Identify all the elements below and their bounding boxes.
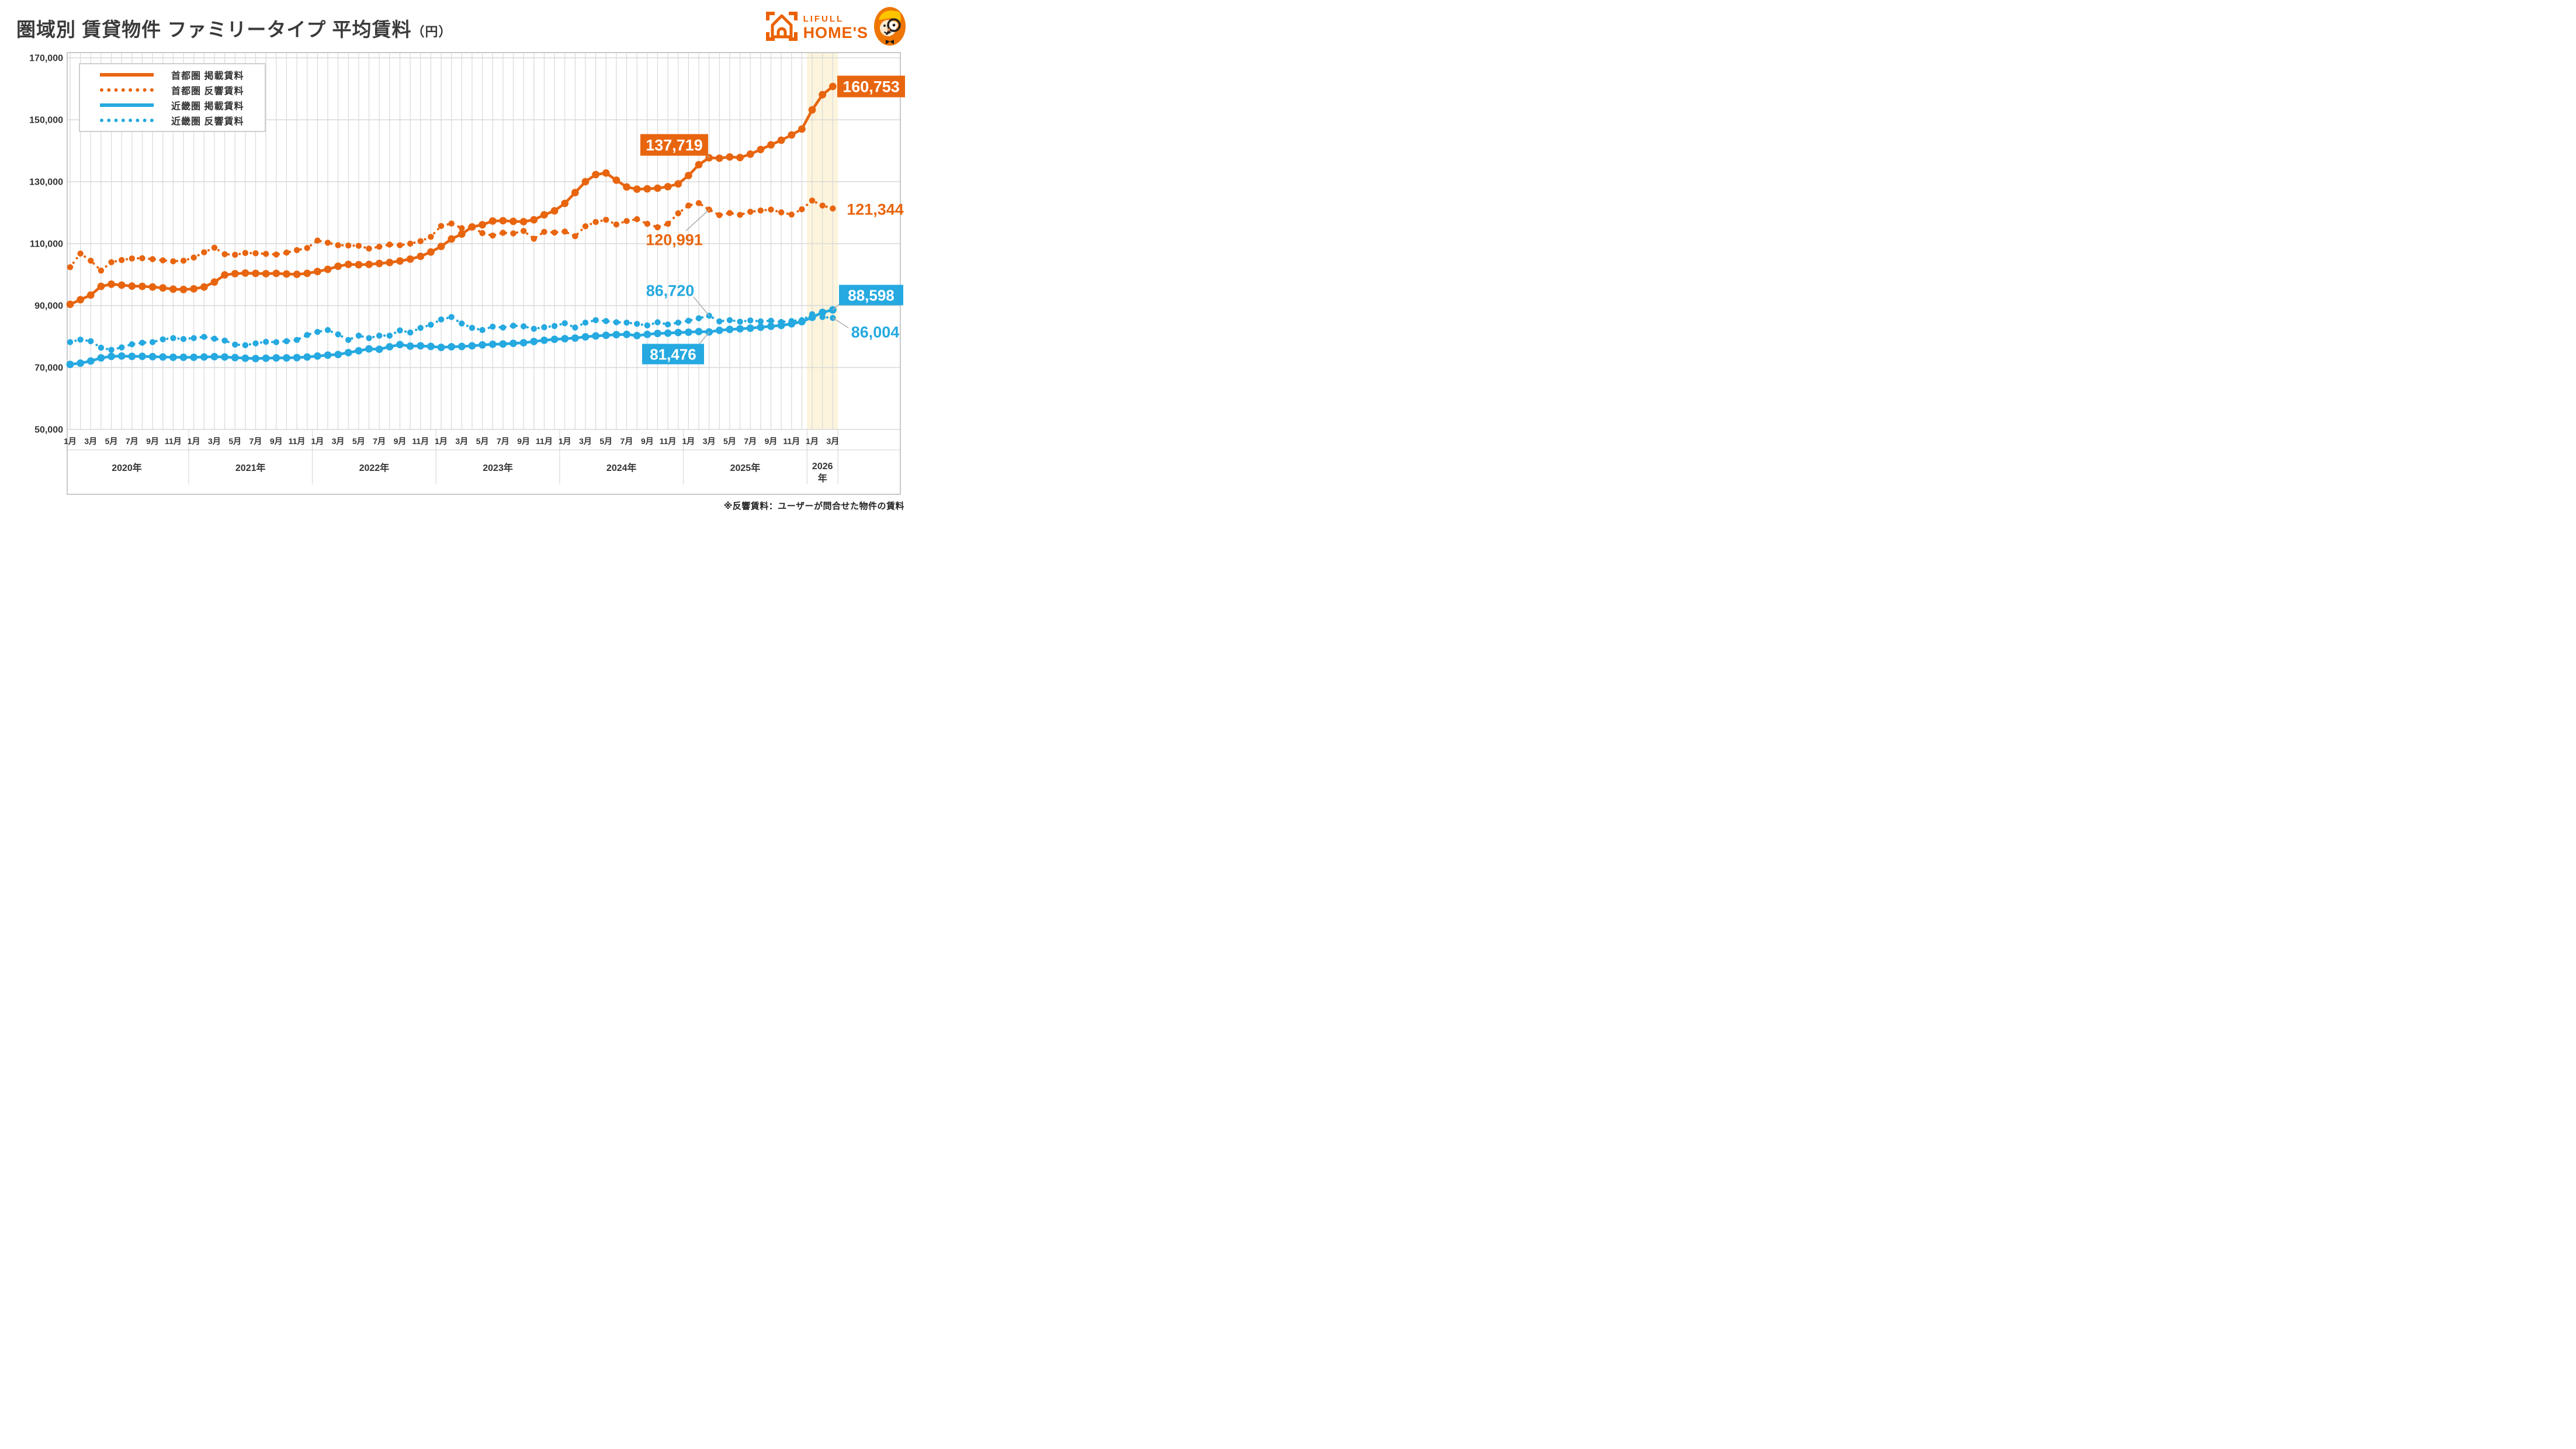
svg-text:11月: 11月 bbox=[412, 436, 429, 446]
svg-text:9月: 9月 bbox=[394, 436, 407, 446]
svg-text:5月: 5月 bbox=[228, 436, 241, 446]
chart-legend: 首都圏 掲載賃料 首都圏 反響賃料 近畿圏 掲載賃料 近畿圏 反響賃料 bbox=[79, 63, 266, 132]
series-dotted-3 bbox=[67, 311, 836, 353]
svg-text:7月: 7月 bbox=[744, 436, 757, 446]
svg-text:1月: 1月 bbox=[188, 436, 200, 446]
svg-text:160,753: 160,753 bbox=[843, 78, 900, 96]
value-labels: 160,753 121,344 137,719 120,991 86,720 88,598… bbox=[640, 75, 905, 365]
annotation-connectors bbox=[685, 154, 849, 345]
svg-text:1月: 1月 bbox=[311, 436, 324, 446]
svg-text:9月: 9月 bbox=[517, 436, 530, 446]
svg-text:120,991: 120,991 bbox=[646, 231, 703, 249]
svg-text:9月: 9月 bbox=[765, 436, 778, 446]
legend-item-kinki-listed: 近畿圏 掲載賃料 bbox=[80, 98, 265, 113]
homes-kun-mascot bbox=[873, 6, 907, 50]
svg-text:2020年: 2020年 bbox=[112, 462, 142, 473]
svg-text:3月: 3月 bbox=[84, 436, 97, 446]
svg-text:9月: 9月 bbox=[270, 436, 283, 446]
logo-text-lifull: LIFULL bbox=[803, 13, 844, 24]
axis-frame bbox=[67, 52, 901, 495]
svg-text:70,000: 70,000 bbox=[34, 363, 63, 373]
svg-text:121,344: 121,344 bbox=[847, 201, 904, 219]
logo-text-homes: HOME'S bbox=[803, 23, 868, 41]
svg-text:50,000: 50,000 bbox=[34, 425, 63, 435]
svg-text:7月: 7月 bbox=[620, 436, 633, 446]
svg-text:137,719: 137,719 bbox=[646, 137, 703, 154]
svg-text:1月: 1月 bbox=[64, 436, 77, 446]
svg-text:150,000: 150,000 bbox=[29, 116, 63, 126]
page-title-main: 圏域別 賃貸物件 ファミリータイプ 平均賃料 bbox=[16, 19, 412, 40]
svg-text:1月: 1月 bbox=[559, 436, 571, 446]
page-title-unit: （円） bbox=[411, 25, 452, 39]
legend-line-blue-dotted bbox=[100, 119, 154, 123]
legend-item-shutoken-response: 首都圏 反響賃料 bbox=[80, 82, 265, 97]
svg-text:88,598: 88,598 bbox=[848, 286, 895, 304]
legend-line-orange-dotted bbox=[100, 88, 154, 92]
svg-text:5月: 5月 bbox=[723, 436, 736, 446]
svg-text:9月: 9月 bbox=[641, 436, 654, 446]
footnote: ※反響賃料：ユーザーが問合せた物件の賃料 bbox=[723, 501, 904, 511]
svg-text:3月: 3月 bbox=[208, 436, 221, 446]
svg-text:7月: 7月 bbox=[249, 436, 262, 446]
series-solid-0 bbox=[66, 82, 837, 308]
svg-text:7月: 7月 bbox=[126, 436, 138, 446]
svg-text:11月: 11月 bbox=[165, 436, 182, 446]
svg-text:年: 年 bbox=[818, 473, 827, 484]
svg-text:110,000: 110,000 bbox=[30, 240, 63, 249]
svg-text:11月: 11月 bbox=[783, 436, 800, 446]
lifull-homes-logo: LIFULL HOME'S bbox=[765, 6, 907, 50]
svg-text:2022年: 2022年 bbox=[359, 462, 390, 473]
svg-text:130,000: 130,000 bbox=[29, 178, 63, 188]
svg-text:11月: 11月 bbox=[536, 436, 553, 446]
legend-label: 近畿圏 反響賃料 bbox=[171, 117, 244, 127]
legend-label: 首都圏 掲載賃料 bbox=[171, 71, 244, 81]
svg-text:1月: 1月 bbox=[682, 436, 695, 446]
svg-text:9月: 9月 bbox=[146, 436, 159, 446]
gridlines bbox=[67, 53, 900, 430]
house-brackets-icon bbox=[765, 11, 799, 45]
chart-canvas: 170,000 150,000 130,000 110,000 90,000 70,000… bbox=[29, 52, 905, 495]
svg-text:3月: 3月 bbox=[703, 436, 716, 446]
svg-text:86,004: 86,004 bbox=[851, 324, 900, 341]
svg-text:3月: 3月 bbox=[579, 436, 592, 446]
svg-text:7月: 7月 bbox=[497, 436, 509, 446]
series-solid-2 bbox=[66, 306, 837, 369]
logo-wordmark: LIFULL HOME'S bbox=[803, 15, 868, 41]
svg-text:3月: 3月 bbox=[455, 436, 468, 446]
svg-text:81,476: 81,476 bbox=[650, 345, 696, 363]
svg-text:2021年: 2021年 bbox=[235, 462, 266, 473]
svg-text:170,000: 170,000 bbox=[29, 54, 63, 64]
svg-text:86,720: 86,720 bbox=[646, 282, 695, 300]
svg-text:3月: 3月 bbox=[332, 436, 345, 446]
svg-text:5月: 5月 bbox=[352, 436, 365, 446]
header: 圏域別 賃貸物件 ファミリータイプ 平均賃料（円） LIFULL HOME'S bbox=[0, 0, 916, 50]
y-axis-tick-labels: 170,000 150,000 130,000 110,000 90,000 70,000… bbox=[29, 54, 63, 435]
svg-text:5月: 5月 bbox=[599, 436, 612, 446]
page-title: 圏域別 賃貸物件 ファミリータイプ 平均賃料（円） bbox=[16, 14, 452, 42]
svg-text:11月: 11月 bbox=[289, 436, 306, 446]
page: 圏域別 賃貸物件 ファミリータイプ 平均賃料（円） LIFULL HOME'S bbox=[0, 0, 916, 515]
svg-text:90,000: 90,000 bbox=[34, 301, 63, 311]
svg-text:5月: 5月 bbox=[476, 436, 489, 446]
svg-text:2025年: 2025年 bbox=[730, 462, 761, 473]
legend-item-kinki-response: 近畿圏 反響賃料 bbox=[80, 113, 265, 128]
svg-text:2023年: 2023年 bbox=[483, 462, 513, 473]
svg-text:3月: 3月 bbox=[826, 436, 839, 446]
svg-text:1月: 1月 bbox=[435, 436, 448, 446]
svg-text:2024年: 2024年 bbox=[606, 462, 637, 473]
series-dotted-1 bbox=[67, 197, 836, 274]
legend-line-orange-solid bbox=[100, 72, 154, 77]
svg-text:5月: 5月 bbox=[105, 436, 118, 446]
x-axis-labels: 1月 3月 5月 7月 9月 11月 1月 3月 5月 7月 9月 11月 1月 3月 5月 7月 9月 11月 1… bbox=[64, 436, 839, 484]
svg-text:2026: 2026 bbox=[812, 462, 833, 472]
legend-line-blue-solid bbox=[100, 103, 154, 108]
legend-item-shutoken-listed: 首都圏 掲載賃料 bbox=[80, 67, 265, 82]
svg-text:11月: 11月 bbox=[660, 436, 677, 446]
legend-label: 首都圏 反響賃料 bbox=[171, 86, 244, 96]
svg-text:7月: 7月 bbox=[373, 436, 386, 446]
svg-text:1月: 1月 bbox=[806, 436, 819, 446]
legend-label: 近畿圏 掲載賃料 bbox=[171, 102, 244, 112]
